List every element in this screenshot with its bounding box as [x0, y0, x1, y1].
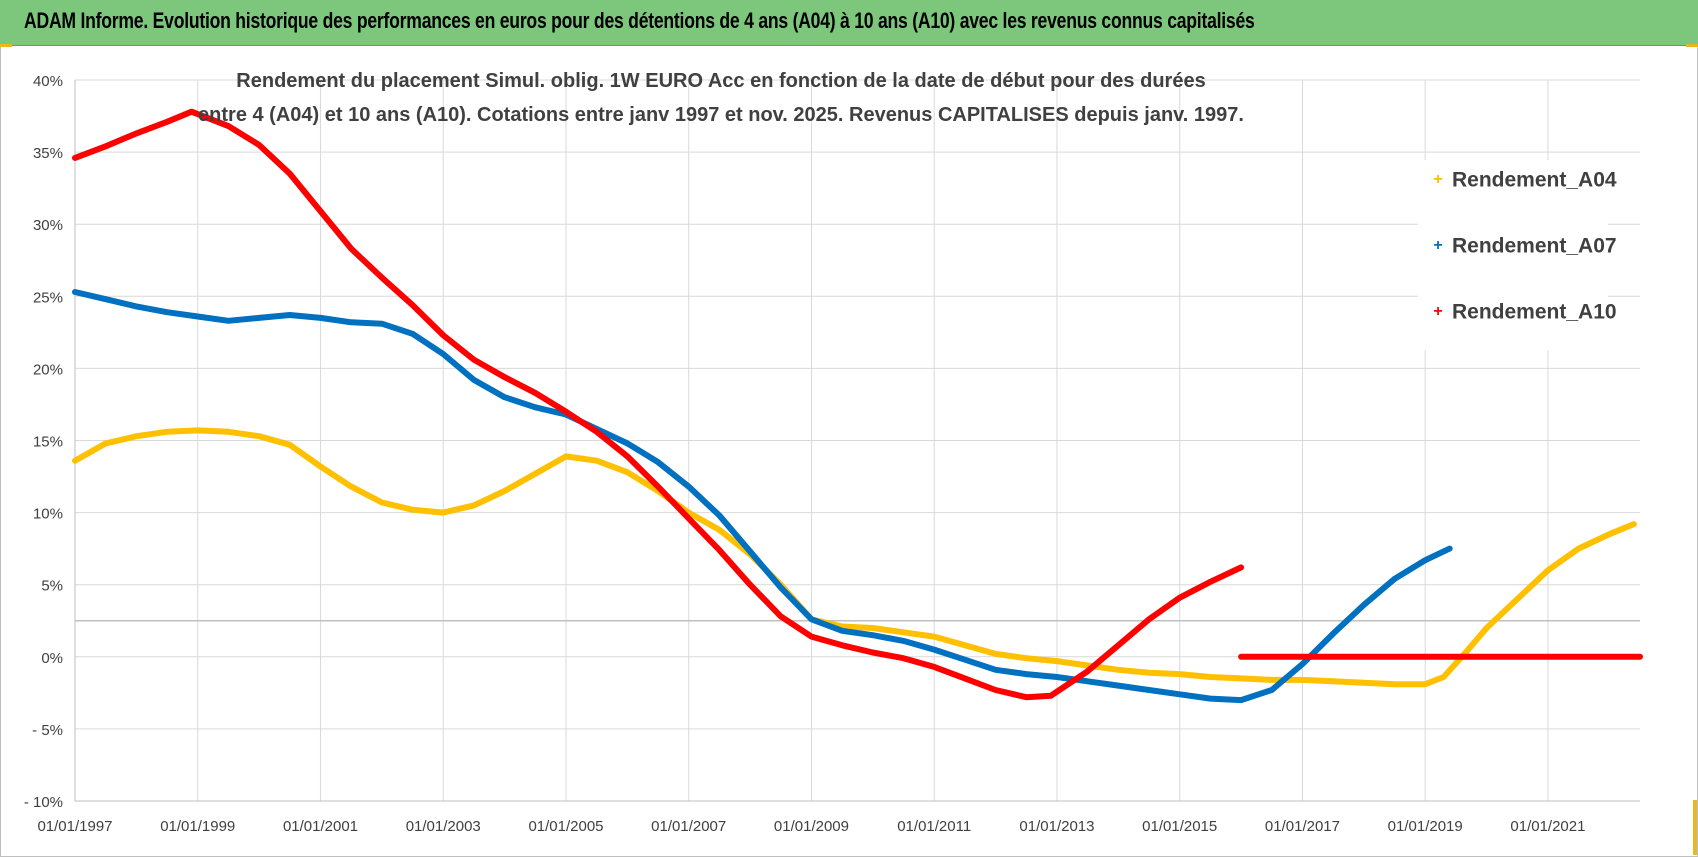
legend-label-a07: Rendement_A07 [1452, 234, 1617, 258]
y-tick-label: 20% [33, 361, 63, 378]
y-tick-label: 30% [33, 217, 63, 234]
x-tick-label: 01/01/2021 [1510, 818, 1585, 835]
series-line-a04 [72, 427, 1637, 688]
x-tick-label: 01/01/2009 [774, 818, 849, 835]
legend-item-a04: + Rendement_A04 [1430, 168, 1617, 198]
y-tick-label: 15% [33, 434, 63, 451]
y-tick-label: 10% [33, 506, 63, 523]
y-tick-label: 0% [41, 650, 63, 667]
x-tick-label: 01/01/2003 [406, 818, 481, 835]
legend-marker-a10: + [1433, 303, 1443, 321]
y-tick-label: - 5% [32, 722, 63, 739]
x-tick-label: 01/01/2007 [651, 818, 726, 835]
x-tick-label: 01/01/2001 [283, 818, 358, 835]
x-tick-label: 01/01/2011 [897, 818, 971, 835]
legend-marker-a04: + [1433, 171, 1443, 189]
legend-item-a10: + Rendement_A10 [1430, 300, 1617, 330]
chart-legend: + Rendement_A04 + Rendement_A07 + Rendement… [1418, 160, 1617, 350]
chart-title-line-2: entre 4 (A04) et 10 ans (A10). Cotations… [198, 104, 1244, 126]
corner-accent [0, 44, 12, 47]
chart-title-line-1: Rendement du placement Simul. oblig. 1W … [236, 70, 1206, 92]
y-tick-label: 35% [33, 145, 63, 162]
x-tick-label: 01/01/2013 [1019, 818, 1094, 835]
legend-marker-a07: + [1433, 237, 1443, 255]
y-tick-label: 5% [41, 578, 63, 595]
corner-accent [1686, 44, 1698, 47]
legend-label-a04: Rendement_A04 [1452, 168, 1617, 192]
y-tick-label: - 10% [24, 794, 63, 811]
y-tick-label: 25% [33, 289, 63, 306]
x-tick-label: 01/01/2015 [1142, 818, 1217, 835]
legend-item-a07: + Rendement_A07 [1430, 234, 1617, 264]
x-tick-label: 01/01/1997 [37, 818, 112, 835]
x-tick-label: 01/01/2017 [1265, 818, 1340, 835]
corner-accent [1693, 800, 1697, 855]
header-banner: ADAM Informe. Evolution historique des p… [0, 0, 1698, 46]
series-line-a10 [72, 108, 1245, 701]
banner-title: ADAM Informe. Evolution historique des p… [24, 8, 1255, 33]
legend-label-a10: Rendement_A10 [1452, 300, 1617, 324]
x-tick-label: 01/01/2019 [1388, 818, 1463, 835]
series-line-a07 [72, 289, 1453, 704]
y-tick-label: 40% [33, 73, 63, 90]
x-tick-label: 01/01/1999 [160, 818, 235, 835]
x-tick-label: 01/01/2005 [528, 818, 603, 835]
